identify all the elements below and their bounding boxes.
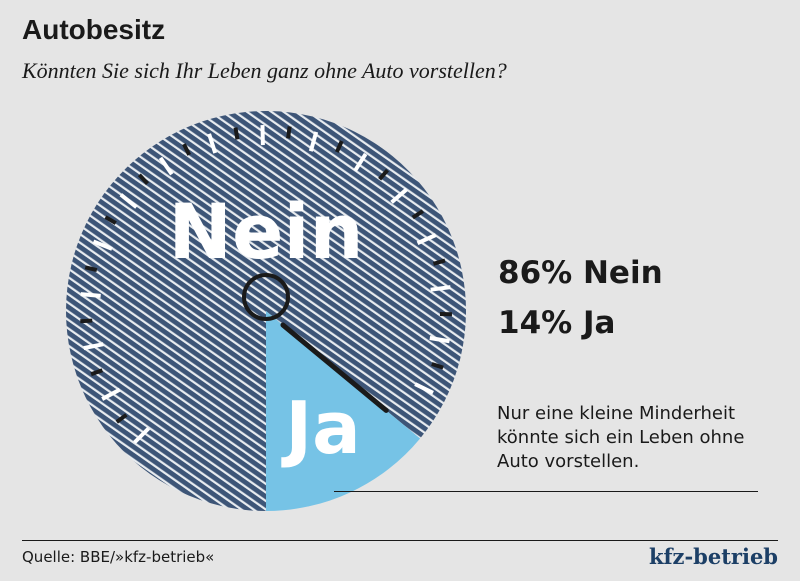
gauge-tick <box>158 156 174 176</box>
gauge-tick <box>430 285 451 292</box>
source-text: Quelle: BBE/»kfz-betrieb« <box>22 548 215 566</box>
chart-subtitle: Könnten Sie sich Ihr Leben ganz ohne Aut… <box>22 58 507 83</box>
gauge-tick <box>80 318 93 324</box>
gauge-tick <box>286 126 292 139</box>
annotation-note: Nur eine kleine Minderheit könnte sich e… <box>497 403 745 472</box>
gauge-tick <box>353 152 368 172</box>
gauge-tick <box>83 342 104 351</box>
slice-label-nein: Nein <box>168 187 363 276</box>
gauge-tick <box>416 233 437 245</box>
legend-nein: 86% Nein <box>498 255 663 291</box>
gauge-tick <box>432 258 446 266</box>
gauge-tick <box>101 387 121 401</box>
gauge-tick <box>182 143 191 156</box>
chart-title: Autobesitz <box>22 14 166 45</box>
gauge-tick <box>133 426 151 444</box>
gauge-tick <box>378 168 389 181</box>
annotation-line <box>334 491 758 492</box>
gauge-tick <box>90 368 104 377</box>
gauge-tick <box>335 140 344 153</box>
gauge-tick <box>84 265 98 273</box>
footer-divider <box>22 540 778 541</box>
slice-nein <box>66 111 467 512</box>
gauge-tick <box>137 173 149 185</box>
gauge-tick <box>390 187 408 204</box>
gauge-tick <box>80 292 101 298</box>
gauge-tick <box>308 131 319 152</box>
gauge-tick <box>115 413 128 424</box>
gauge-tick <box>431 362 444 370</box>
slice-label-ja: Ja <box>280 386 360 470</box>
legend-ja: 14% Ja <box>498 305 616 341</box>
needle-hub <box>242 273 290 321</box>
slice-ja <box>266 311 421 511</box>
gauge-tick <box>233 127 240 140</box>
gauge-tick <box>414 382 434 395</box>
gauge-needle <box>280 322 389 413</box>
gauge-tick <box>92 239 113 251</box>
gauge-tick <box>207 133 218 154</box>
gauge-tick <box>429 336 450 344</box>
gauge-ticks <box>80 124 453 444</box>
brand-logo: kfz-betrieb <box>648 544 778 569</box>
gauge-tick <box>104 215 117 225</box>
gauge-tick <box>411 209 424 220</box>
gauge-tick <box>119 193 138 209</box>
